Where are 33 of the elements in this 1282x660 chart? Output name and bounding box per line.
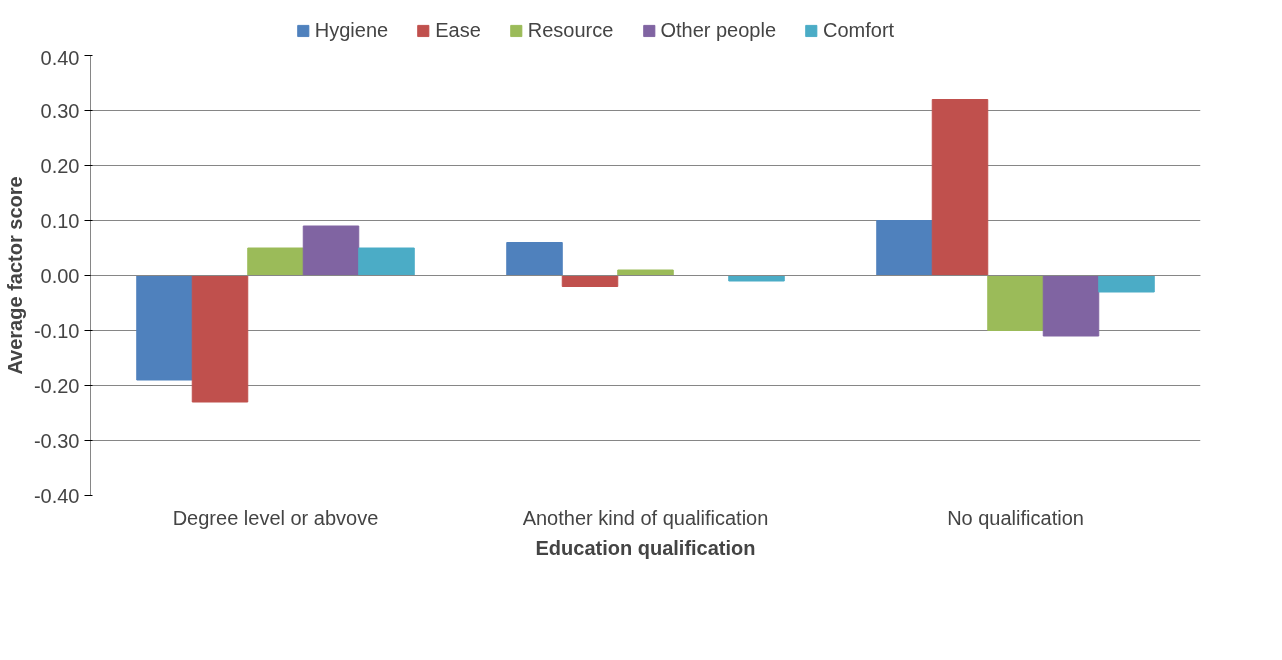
x-axis-title: Education qualification: [535, 536, 756, 559]
legend-label: Comfort: [823, 18, 895, 42]
bar: [506, 242, 563, 276]
legend-label: Ease: [435, 18, 481, 42]
y-tick-label: 0.10: [40, 209, 80, 232]
x-tick-label: Another kind of qualification: [522, 506, 769, 529]
legend-label: Resource: [527, 18, 614, 42]
y-tick-label: 0.40: [40, 46, 80, 69]
bar: [1042, 275, 1100, 337]
bar: [358, 247, 415, 276]
y-axis-title: Average factor score: [3, 176, 26, 375]
bar: [987, 275, 1044, 331]
y-tick-label: 0.00: [40, 264, 80, 287]
y-tick-label: -0.30: [33, 429, 80, 452]
x-tick-label: No qualification: [947, 506, 1084, 529]
bar: [876, 220, 933, 276]
bar: [191, 275, 249, 403]
bar: [931, 99, 989, 276]
y-tick-label: 0.30: [40, 99, 80, 122]
y-tick-label: 0.20: [40, 154, 80, 177]
bar: [617, 269, 674, 276]
bar: [302, 225, 360, 276]
y-tick-label: -0.40: [33, 484, 80, 507]
x-tick-label: Degree level or abvove: [172, 506, 379, 529]
bar: [728, 275, 785, 282]
legend-label: Hygiene: [314, 18, 389, 42]
bar: [561, 275, 619, 287]
y-tick-label: -0.10: [33, 319, 80, 342]
legend-label: Other people: [660, 18, 777, 42]
bar: [136, 275, 193, 381]
y-tick-label: -0.20: [33, 374, 80, 397]
bar: [247, 247, 304, 276]
bar: [1098, 275, 1155, 293]
